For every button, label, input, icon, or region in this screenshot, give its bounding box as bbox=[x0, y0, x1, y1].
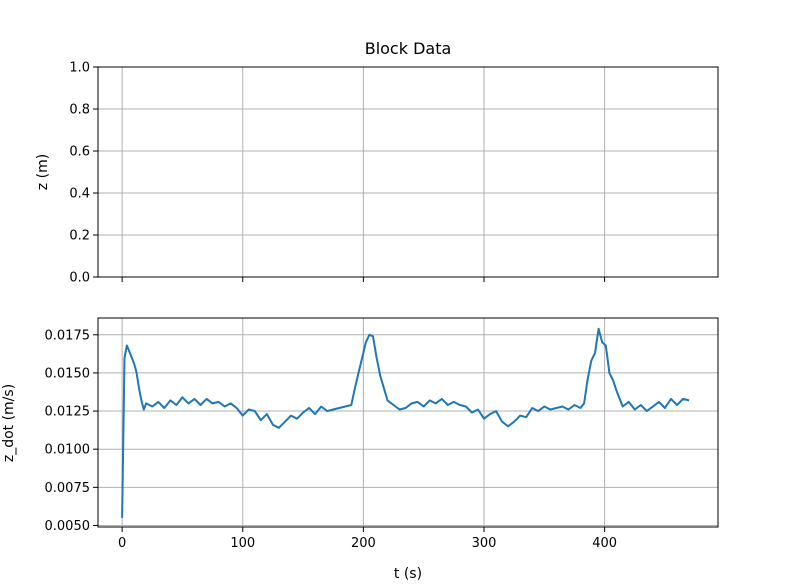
x-tick-label: 300 bbox=[472, 536, 497, 551]
top-y-tick-label: 0.8 bbox=[69, 103, 90, 118]
bottom-axes-frame bbox=[97, 317, 719, 528]
bottom-y-tick-label: 0.0075 bbox=[45, 481, 91, 496]
top-grid bbox=[98, 66, 718, 278]
top-y-tick-label: 0.6 bbox=[69, 145, 90, 160]
top-y-tick-label: 0.0 bbox=[69, 271, 90, 286]
top-y-tick-label: 1.0 bbox=[69, 61, 90, 76]
bottom-ticks: 0 100 200 300 400 0.0050 0.0075 0.0100 0.0125 0.0… bbox=[45, 328, 618, 551]
bottom-series bbox=[121, 327, 690, 518]
y-axis-label-z-dot: z_dot (m/s) bbox=[1, 384, 17, 462]
x-tick-label: 0 bbox=[118, 536, 126, 551]
bottom-y-tick-label: 0.0125 bbox=[45, 405, 91, 420]
bottom-axes: z_dot (m/s) t (s) 0 100 200 300 400 0.0050 0.0… bbox=[1, 317, 719, 582]
z-dot-series-line bbox=[121, 327, 690, 518]
x-tick-label: 400 bbox=[592, 536, 617, 551]
bottom-y-tick-label: 0.0100 bbox=[45, 443, 91, 458]
x-tick-label: 100 bbox=[230, 536, 255, 551]
bottom-y-tick-label: 0.0150 bbox=[45, 366, 91, 381]
top-axes-frame bbox=[97, 66, 719, 278]
x-tick-label: 200 bbox=[351, 536, 376, 551]
x-axis-label: t (s) bbox=[394, 566, 422, 582]
bottom-y-tick-label: 0.0175 bbox=[45, 328, 91, 343]
chart-title: Block Data bbox=[365, 39, 452, 58]
bottom-grid bbox=[98, 318, 718, 527]
y-axis-label-z: z (m) bbox=[35, 154, 51, 190]
top-axes: Block Data z (m) 0.0 0.2 0.4 0.6 0.8 1.0 bbox=[35, 39, 719, 286]
top-ticks: 0.0 0.2 0.4 0.6 0.8 1.0 bbox=[69, 61, 606, 286]
bottom-y-tick-label: 0.0050 bbox=[45, 519, 91, 534]
top-y-tick-label: 0.2 bbox=[69, 229, 90, 244]
top-y-tick-label: 0.4 bbox=[69, 187, 90, 202]
